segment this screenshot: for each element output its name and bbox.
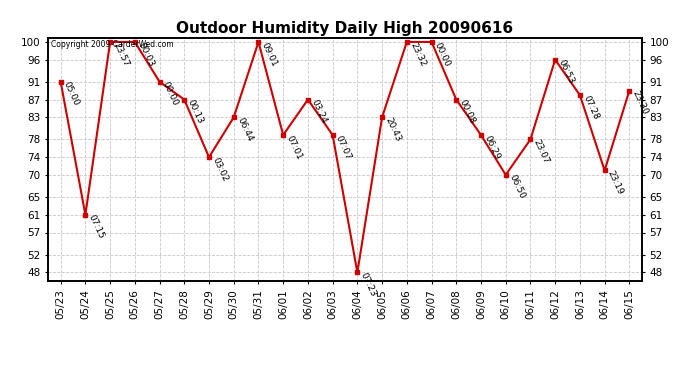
Text: 23:30: 23:30 [631, 89, 650, 116]
Text: 23:32: 23:32 [408, 40, 427, 68]
Text: 00:00: 00:00 [161, 80, 180, 108]
Text: 23:57: 23:57 [112, 40, 130, 68]
Text: Copyright 2009 CarderWed.com: Copyright 2009 CarderWed.com [51, 40, 174, 49]
Text: 07:28: 07:28 [581, 94, 600, 121]
Text: 07:01: 07:01 [284, 134, 304, 161]
Text: 03:02: 03:02 [210, 156, 230, 183]
Text: 07:07: 07:07 [334, 134, 353, 161]
Text: 07:23: 07:23 [359, 271, 378, 298]
Text: 03:24: 03:24 [309, 98, 328, 125]
Text: 07:15: 07:15 [87, 213, 106, 241]
Text: 06:44: 06:44 [235, 116, 254, 143]
Text: 20:43: 20:43 [384, 116, 402, 143]
Text: 06:29: 06:29 [482, 134, 502, 161]
Text: 06:53: 06:53 [557, 58, 575, 86]
Text: 09:01: 09:01 [260, 40, 279, 68]
Title: Outdoor Humidity Daily High 20090616: Outdoor Humidity Daily High 20090616 [177, 21, 513, 36]
Text: 00:00: 00:00 [433, 40, 452, 68]
Text: 23:19: 23:19 [606, 169, 625, 196]
Text: 00:03: 00:03 [136, 40, 155, 68]
Text: 05:00: 05:00 [62, 80, 81, 108]
Text: 06:50: 06:50 [507, 174, 526, 201]
Text: 00:08: 00:08 [457, 98, 477, 125]
Text: 00:13: 00:13 [186, 98, 205, 125]
Text: 23:07: 23:07 [532, 138, 551, 165]
